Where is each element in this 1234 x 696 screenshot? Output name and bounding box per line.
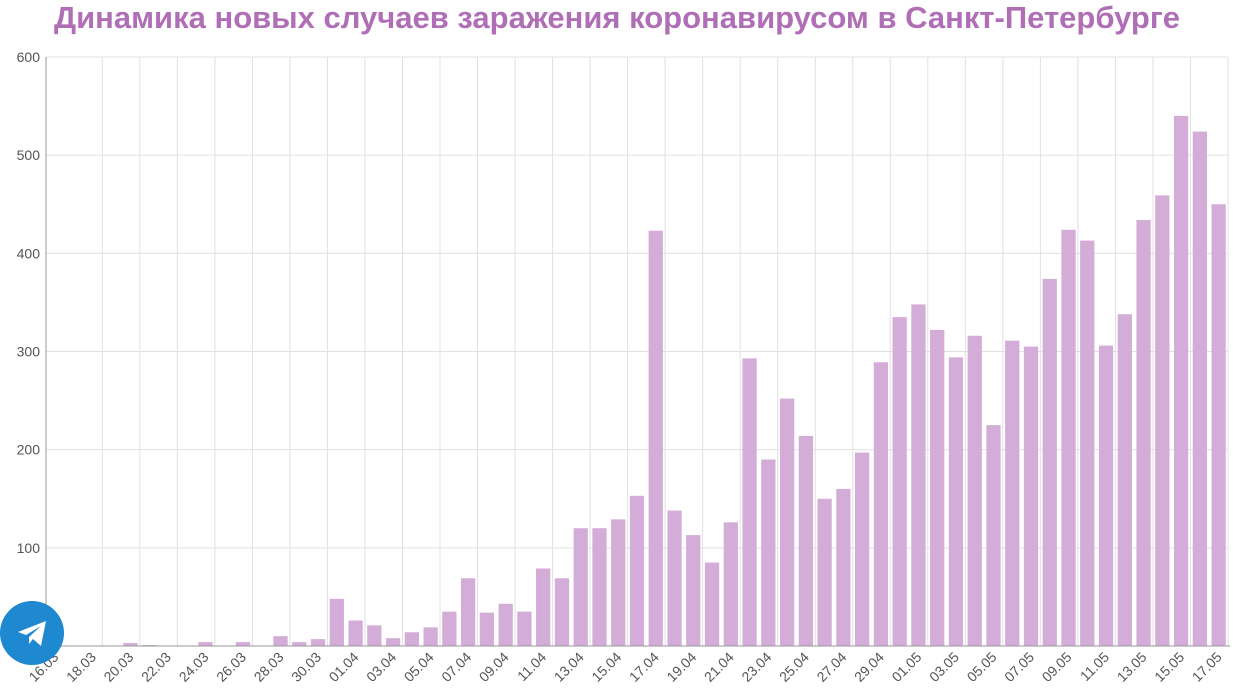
x-tick-label: 17.05 <box>1189 649 1225 685</box>
bar <box>798 435 813 646</box>
x-tick-label: 01.05 <box>888 649 924 685</box>
telegram-circle[interactable] <box>0 601 64 665</box>
bar <box>573 528 588 646</box>
x-tick-label: 05.05 <box>964 649 1000 685</box>
bar <box>536 568 551 646</box>
bar <box>930 329 945 646</box>
bar <box>367 625 382 646</box>
bar <box>592 528 607 646</box>
x-tick-label: 30.03 <box>288 649 324 685</box>
x-tick-label: 23.04 <box>738 649 774 685</box>
chart-title: Динамика новых случаев заражения коронав… <box>54 0 1180 35</box>
bar <box>948 357 964 646</box>
x-tick-label: 17.04 <box>626 649 662 685</box>
bar <box>967 335 982 646</box>
x-tick-label: 09.04 <box>476 649 512 685</box>
bar <box>1192 131 1207 646</box>
bar <box>442 611 457 646</box>
bar <box>423 627 438 646</box>
telegram-button[interactable] <box>0 601 64 665</box>
grid <box>46 56 1229 646</box>
x-tick-label: 15.05 <box>1151 649 1187 685</box>
x-tick-label: 27.04 <box>813 649 849 685</box>
bar <box>817 498 832 646</box>
y-tick-label: 300 <box>17 344 41 360</box>
bar <box>385 638 401 646</box>
bar <box>1211 204 1226 646</box>
bar <box>1023 346 1039 646</box>
y-tick-label: 100 <box>17 540 41 556</box>
x-tick-label: 18.03 <box>63 649 99 685</box>
bar <box>1173 115 1189 646</box>
bar <box>742 358 757 646</box>
bar <box>1005 340 1020 646</box>
bar <box>348 620 363 646</box>
bar <box>648 230 663 646</box>
x-tick-label: 07.05 <box>1001 649 1037 685</box>
bar <box>1042 278 1057 646</box>
bar <box>273 636 288 646</box>
x-tick-label: 13.04 <box>551 649 587 685</box>
bar <box>836 488 851 646</box>
x-tick-label: 13.05 <box>1114 649 1150 685</box>
bar <box>1098 345 1114 646</box>
bars <box>123 115 1226 647</box>
x-tick-label: 29.04 <box>851 649 887 685</box>
x-tick-label: 19.04 <box>663 649 699 685</box>
x-tick-label: 01.04 <box>326 649 362 685</box>
bar <box>779 398 795 646</box>
x-tick-label: 03.04 <box>363 649 399 685</box>
x-tick-label: 11.04 <box>514 649 550 685</box>
telegram-icon[interactable] <box>18 621 46 646</box>
bar <box>911 304 926 646</box>
bar <box>986 425 1001 646</box>
bar <box>123 643 138 646</box>
y-tick-label: 200 <box>17 442 41 458</box>
y-tick-label: 500 <box>17 147 41 163</box>
bar <box>198 642 213 646</box>
x-tick-label: 25.04 <box>776 649 812 685</box>
bar <box>498 603 513 646</box>
bar <box>855 452 870 646</box>
bar <box>873 362 889 646</box>
y-tick-label: 600 <box>17 49 41 65</box>
bar <box>404 632 419 646</box>
x-tick-label: 21.04 <box>701 649 737 685</box>
x-tick-label: 22.03 <box>138 649 174 685</box>
bar <box>667 510 682 646</box>
bar <box>517 611 532 646</box>
bar <box>461 578 476 646</box>
bar <box>686 535 701 646</box>
x-tick-label: 11.05 <box>1077 649 1113 685</box>
x-tick-label: 07.04 <box>438 649 474 685</box>
bar <box>892 317 907 646</box>
bar <box>761 459 776 646</box>
bar <box>292 642 307 646</box>
bar <box>554 578 570 646</box>
x-tick-label: 20.03 <box>100 649 136 685</box>
x-tick-label: 09.05 <box>1039 649 1075 685</box>
bar <box>1155 195 1170 647</box>
x-tick-label: 28.03 <box>251 649 287 685</box>
bar <box>310 639 326 646</box>
y-tick-label: 400 <box>17 245 41 261</box>
x-tick-label: 24.03 <box>176 649 212 685</box>
bar <box>723 522 738 646</box>
x-tick-label: 15.04 <box>588 649 624 685</box>
bar <box>479 612 495 646</box>
x-tick-label: 05.04 <box>401 649 437 685</box>
bar <box>704 562 720 646</box>
bar <box>611 519 626 646</box>
x-tick-label: 03.05 <box>926 649 962 685</box>
x-tick-label: 26.03 <box>213 649 249 685</box>
bar <box>1136 219 1151 646</box>
bar <box>629 495 645 646</box>
bar <box>1080 240 1095 647</box>
bar <box>1061 229 1076 647</box>
bar <box>1117 314 1132 646</box>
bar <box>329 598 344 646</box>
bar <box>235 642 251 646</box>
